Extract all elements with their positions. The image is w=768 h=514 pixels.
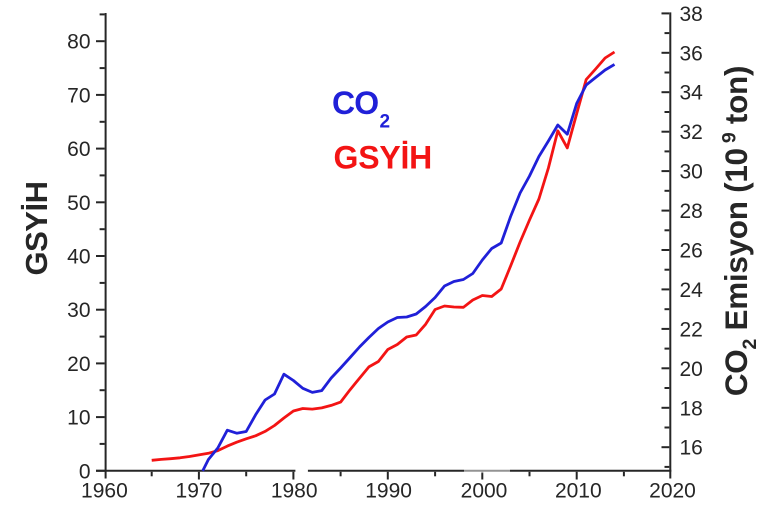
svg-text:36: 36 <box>680 42 703 65</box>
svg-text:CO2 Emisyon (10 9 ton): CO2 Emisyon (10 9 ton) <box>718 66 761 396</box>
svg-text:0: 0 <box>79 460 91 483</box>
svg-text:24: 24 <box>680 279 704 302</box>
svg-text:1970: 1970 <box>176 480 223 503</box>
svg-text:CO: CO <box>332 85 378 121</box>
svg-text:2020: 2020 <box>649 480 696 503</box>
svg-text:22: 22 <box>680 318 703 341</box>
svg-text:28: 28 <box>680 200 703 223</box>
svg-text:30: 30 <box>67 299 90 322</box>
svg-text:70: 70 <box>67 84 90 107</box>
svg-text:40: 40 <box>67 246 90 269</box>
svg-text:30: 30 <box>680 161 703 184</box>
svg-text:GSYİH: GSYİH <box>334 140 433 176</box>
svg-text:GSYİH: GSYİH <box>19 182 54 276</box>
svg-text:2000: 2000 <box>461 480 508 503</box>
svg-text:34: 34 <box>680 82 704 105</box>
svg-text:2: 2 <box>380 112 391 133</box>
svg-text:10: 10 <box>67 407 90 430</box>
svg-text:26: 26 <box>680 240 703 263</box>
svg-text:20: 20 <box>680 358 703 381</box>
svg-text:32: 32 <box>680 121 703 144</box>
svg-text:60: 60 <box>67 138 90 161</box>
svg-text:38: 38 <box>680 3 703 26</box>
svg-text:50: 50 <box>67 192 90 215</box>
svg-text:1990: 1990 <box>365 480 412 503</box>
svg-text:1980: 1980 <box>271 480 318 503</box>
svg-text:80: 80 <box>67 31 90 54</box>
svg-text:2010: 2010 <box>555 480 602 503</box>
svg-text:20: 20 <box>67 353 90 376</box>
svg-text:1960: 1960 <box>81 480 128 503</box>
svg-text:16: 16 <box>680 437 703 460</box>
svg-text:18: 18 <box>680 397 703 420</box>
